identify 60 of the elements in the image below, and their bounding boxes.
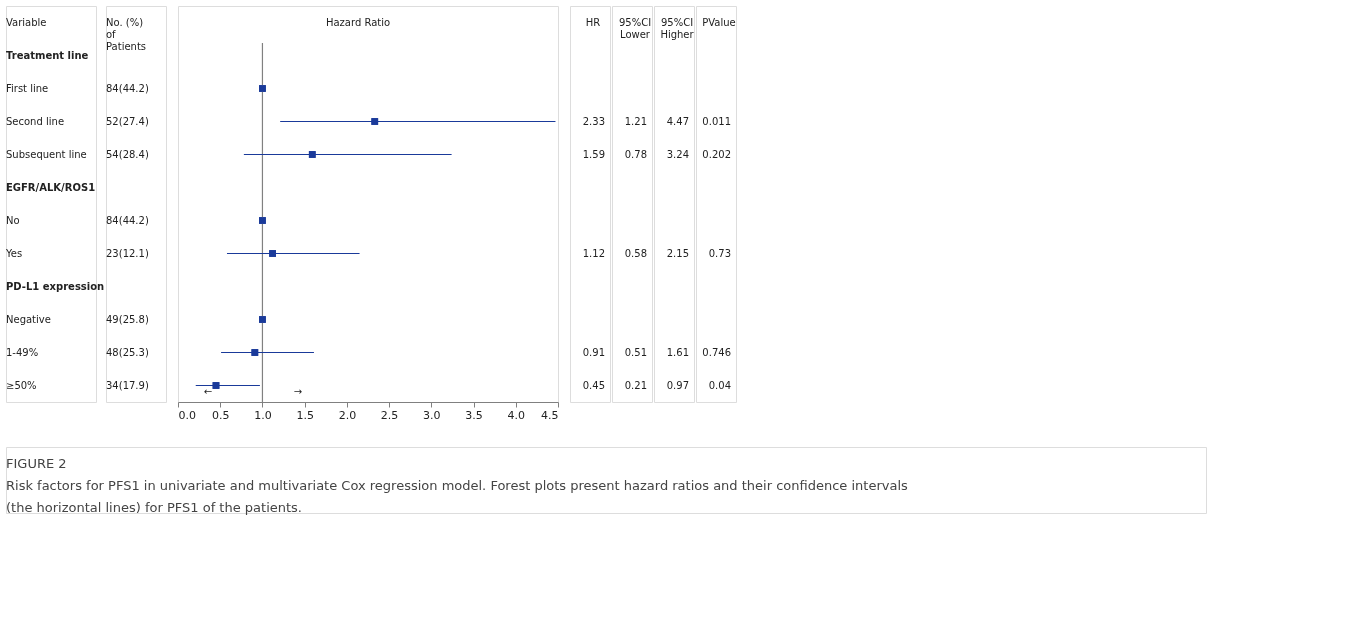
text: 0.21 [624, 379, 647, 391]
data-label: 2.33 [582, 115, 605, 127]
text: 52(27.4) [106, 115, 149, 127]
text: 4.47 [666, 115, 689, 127]
text: 95%CI Lower [618, 16, 652, 40]
data-label: 1.59 [582, 148, 605, 160]
text: 0.73 [708, 247, 731, 259]
y-tick-label: Yes [5, 247, 23, 259]
y-tick-label: 1-49% [6, 346, 39, 358]
data-label: 1.12 [582, 247, 605, 259]
text: 0.58 [624, 247, 647, 259]
y-tick-label: EGFR/ALK/ROS1 [6, 181, 96, 193]
text: 0.746 [702, 346, 731, 358]
text: 1.21 [624, 115, 647, 127]
x-tick-label: 3.0 [423, 408, 441, 422]
y-tick-label: ≥50% [6, 379, 37, 391]
x-tick-label: 0.5 [211, 408, 230, 422]
text: 34(17.9) [106, 379, 149, 391]
y-tick-label: First line [6, 82, 49, 94]
text: Variable [6, 16, 47, 28]
text: 0.51 [624, 346, 647, 358]
text: 84(44.2) [106, 214, 149, 226]
x-tick-label: 3.5 [465, 408, 483, 422]
x-tick-label: 1.5 [296, 408, 314, 422]
text: 0.011 [702, 115, 731, 127]
x-tick-label: 4.0 [507, 408, 526, 422]
text: 3.24 [666, 148, 689, 160]
text: Risk factors for PFS1 in univariate and multivariate Cox regression model. Forest plots present hazard ratios and their confidence intervals (the horizontal lines) for PFS1 of the patients. [6, 478, 909, 515]
x-tick-label: 1.0 [254, 408, 272, 422]
text: PValue [702, 16, 736, 28]
y-tick-label: Treatment line [6, 49, 89, 61]
y-tick-label: No [6, 214, 20, 226]
text: 0.97 [666, 379, 689, 391]
text: HR [585, 16, 601, 28]
text: No. (%) of Patients [106, 16, 147, 52]
x-tick-label: 2.0 [338, 408, 357, 422]
text: 2.15 [666, 247, 689, 259]
x-tick-label: 0.0 [178, 408, 196, 422]
data-label: 0.91 [582, 346, 605, 358]
text: 49(25.8) [106, 313, 149, 325]
text: 0.78 [624, 148, 647, 160]
text: 0.04 [708, 379, 731, 391]
x-axis-title: Hazard Ratio [325, 16, 391, 28]
x-tick-label: 4.5 [541, 408, 559, 422]
x-tick-label: 2.5 [380, 408, 399, 422]
text: 84(44.2) [106, 82, 149, 94]
data-label: 0.45 [582, 379, 605, 391]
annotation: ← [203, 386, 213, 397]
y-tick-label: PD-L1 expression [6, 280, 105, 292]
y-tick-label: Second line [6, 115, 65, 127]
text: FIGURE 2 [6, 456, 67, 471]
text: 48(25.3) [106, 346, 149, 358]
text: 0.202 [702, 148, 731, 160]
text: 95%CI Higher [660, 16, 695, 40]
y-tick-label: Subsequent line [6, 148, 87, 160]
text: 23(12.1) [106, 247, 149, 259]
annotation: → [293, 386, 303, 397]
text: 54(28.4) [106, 148, 149, 160]
y-tick-label: Negative [6, 313, 51, 325]
text: 1.61 [666, 346, 689, 358]
